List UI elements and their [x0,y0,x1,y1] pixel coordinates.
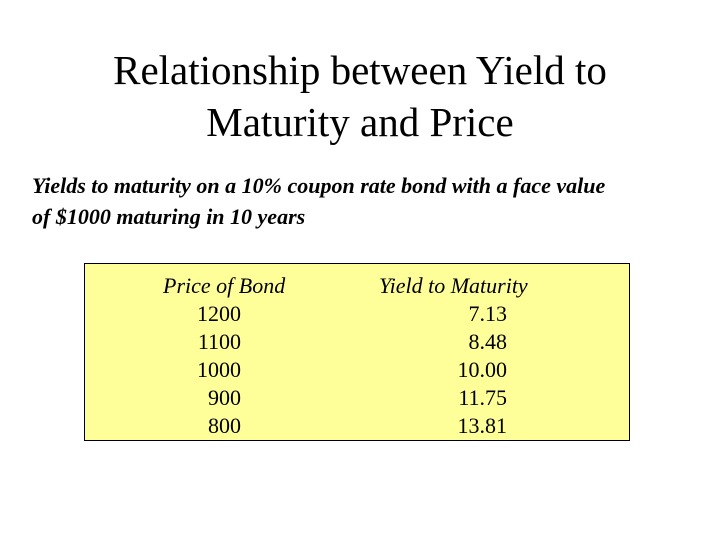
price-cell: 900 [208,385,241,410]
ytm-cell: 7.13 [468,301,508,326]
price-cell: 800 [208,413,241,438]
slide-subtitle: Yields to maturity on a 10% coupon rate … [32,170,702,232]
ytm-cell: 10.00 [457,357,508,382]
price-column: 1200 1100 1000 900 800 [185,300,241,440]
price-yield-table: Price of Bond Yield to Maturity 1200 110… [84,263,630,441]
subtitle-line: of $1000 maturing in 10 years [32,204,306,229]
price-cell: 1100 [197,329,241,354]
price-cell: 1000 [197,357,241,382]
slide-title: Relationship between Yield to Maturity a… [0,44,720,148]
slide-title-line: Relationship between Yield to [113,47,607,93]
price-column-header: Price of Bond [163,273,286,298]
subtitle-line: Yields to maturity on a 10% coupon rate … [32,173,606,198]
ytm-cell: 13.81 [457,413,508,438]
slide-title-line: Maturity and Price [206,99,514,145]
price-cell: 1200 [197,301,241,326]
ytm-cell: 8.48 [468,329,508,354]
ytm-column-header: Yield to Maturity [379,273,528,298]
ytm-cell: 11.75 [458,385,507,410]
ytm-column: 7.13 8.48 10.00 11.75 13.81 [445,300,508,440]
